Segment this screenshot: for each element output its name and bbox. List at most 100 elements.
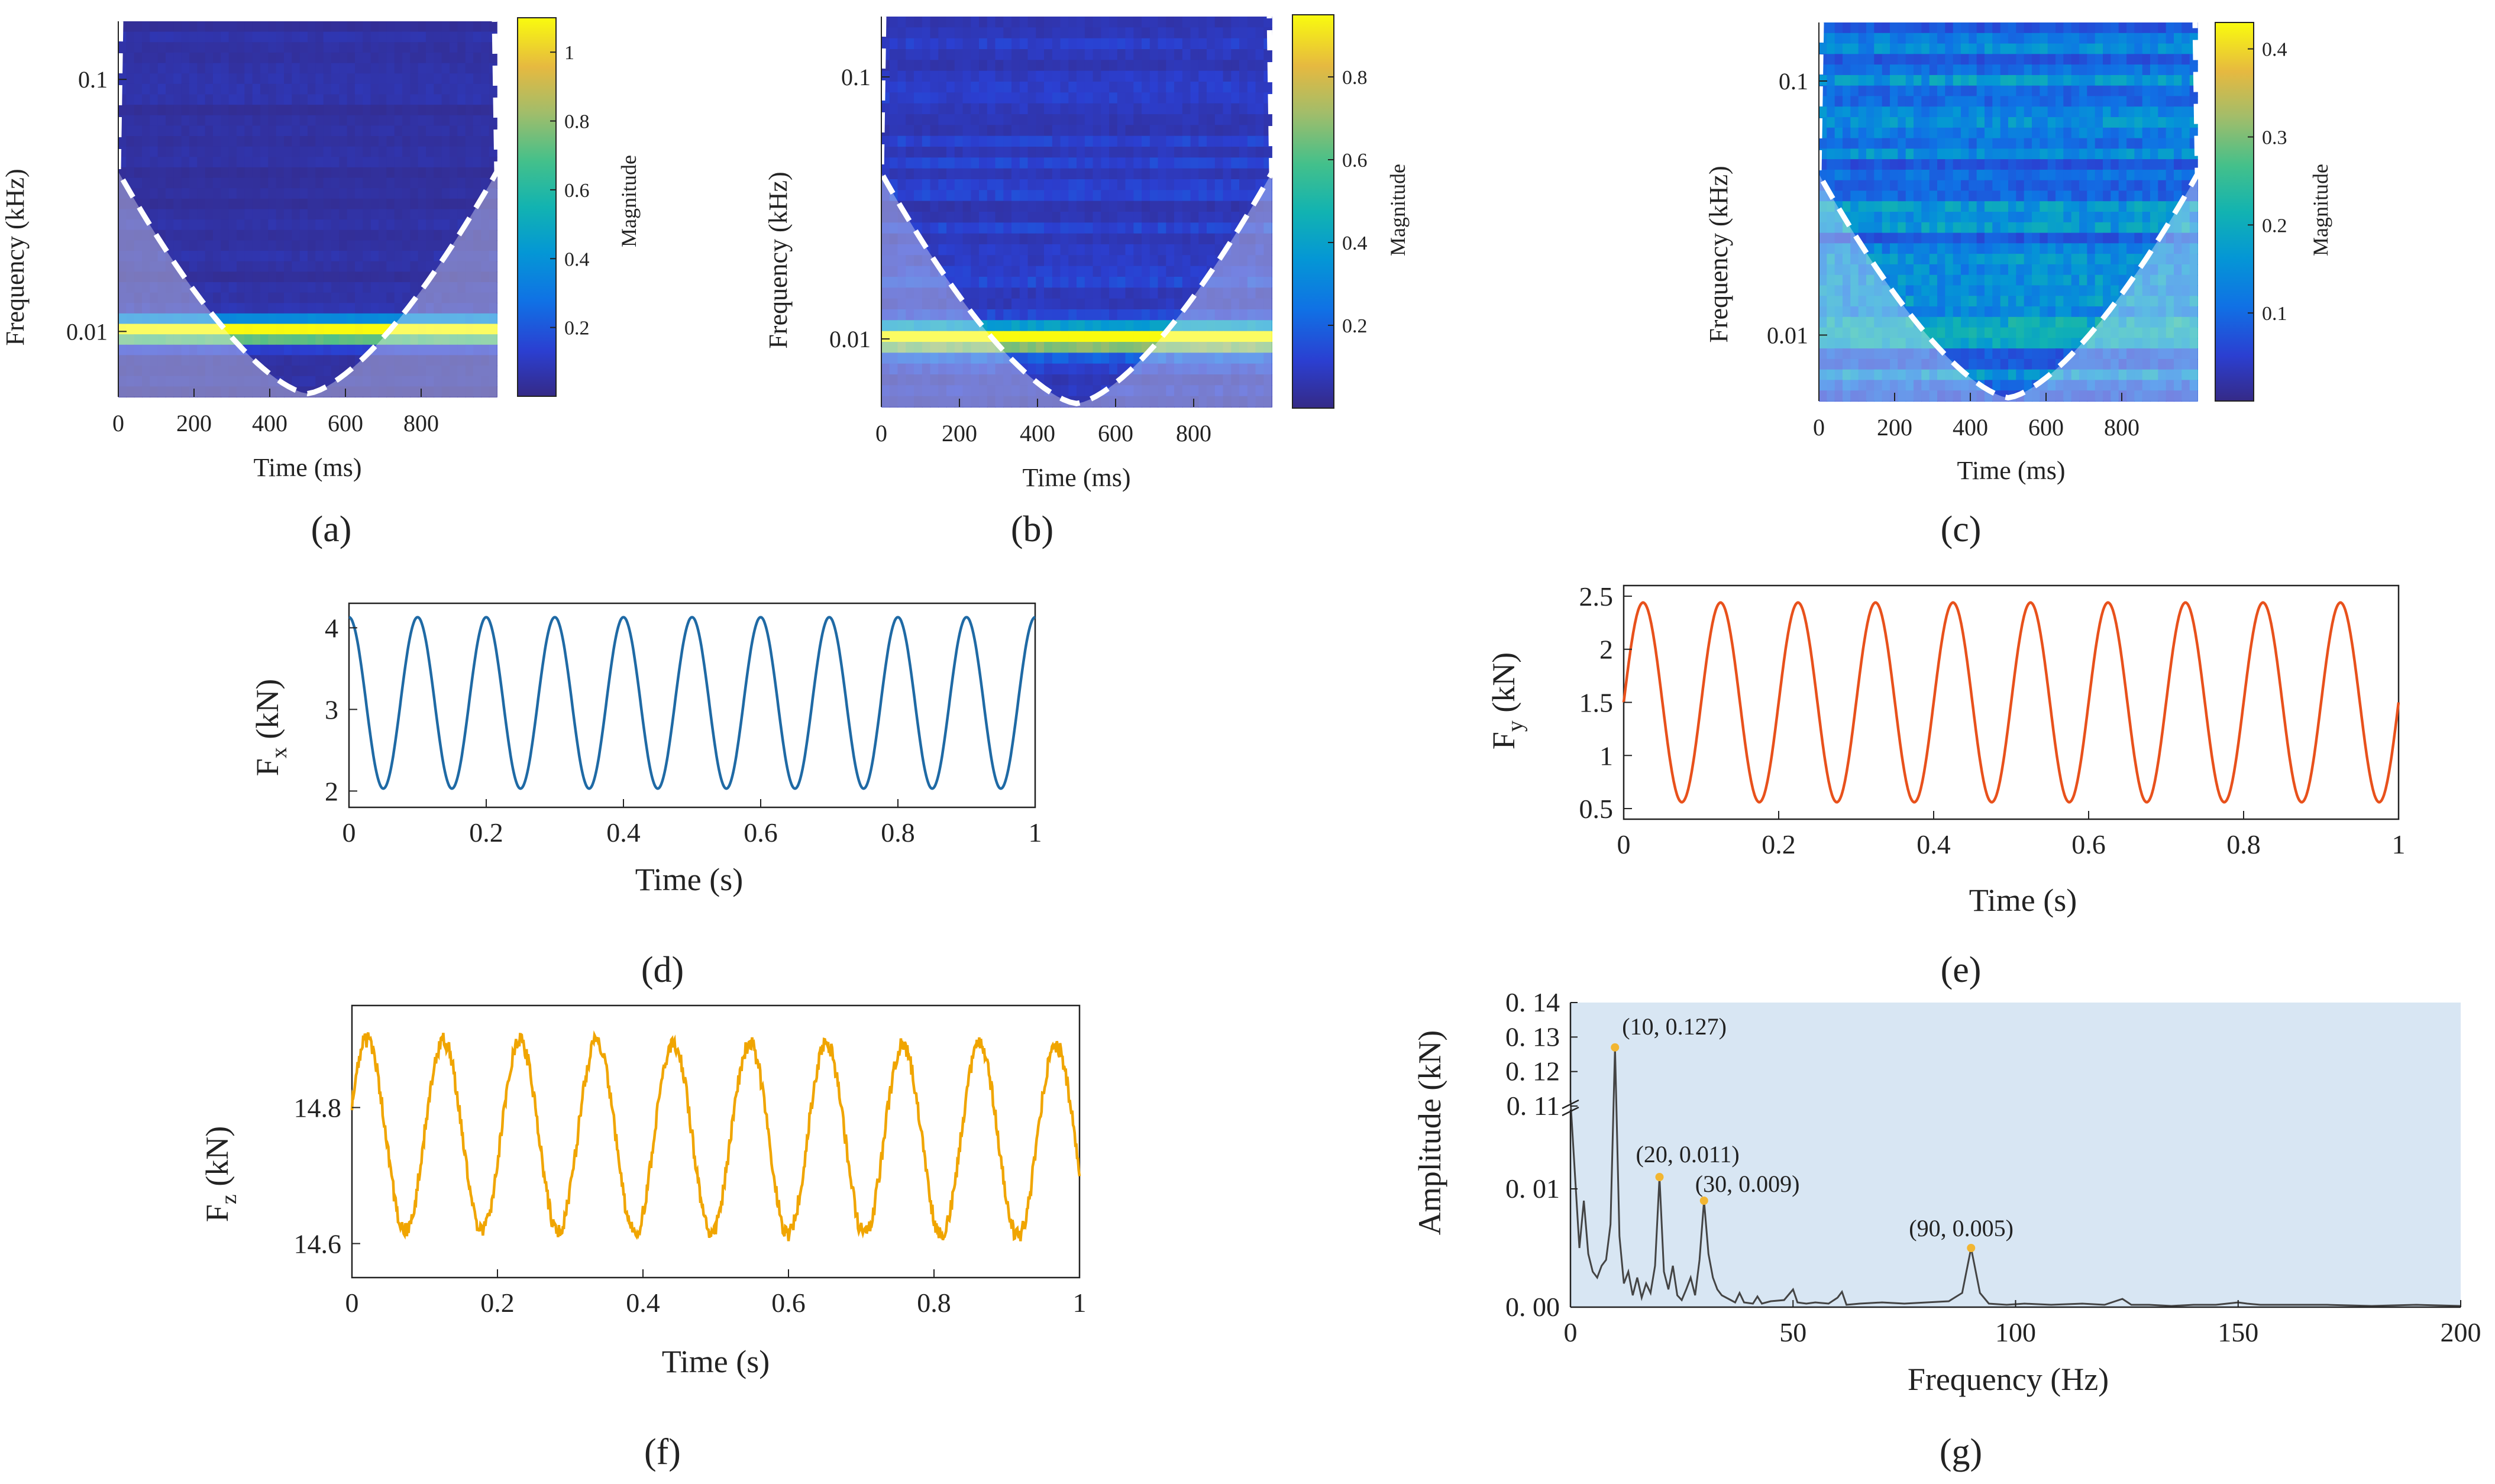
heatmap-cell: [2126, 232, 2135, 244]
heatmap-cell: [315, 83, 324, 95]
heatmap-cell: [2047, 85, 2056, 97]
heatmap-cell: [457, 271, 466, 283]
heatmap-cell: [331, 42, 340, 53]
heatmap-cell: [1223, 92, 1232, 104]
heatmap-cell: [379, 229, 387, 241]
heatmap-cell: [1077, 190, 1085, 202]
heatmap-cell: [938, 179, 947, 191]
heatmap-cell: [489, 240, 497, 251]
heatmap-cell: [1101, 222, 1110, 234]
heatmap-cell: [1190, 212, 1200, 224]
heatmap-cell: [2024, 117, 2032, 128]
heatmap-cell: [205, 83, 214, 95]
heatmap-cell: [181, 376, 190, 387]
heatmap-cell: [1937, 316, 1946, 328]
heatmap-cell: [1068, 353, 1077, 364]
heatmap-cell: [1953, 285, 1961, 296]
heatmap-cell: [1077, 277, 1085, 289]
heatmap-cell: [2174, 64, 2183, 76]
heatmap-cell: [1027, 103, 1037, 115]
heatmap-cell: [1255, 309, 1265, 321]
heatmap-cell: [426, 386, 435, 397]
heatmap-cell: [1247, 17, 1256, 28]
heatmap-cell: [1929, 106, 1938, 118]
heatmap-cell: [292, 42, 300, 53]
heatmap-cell: [157, 115, 166, 127]
heatmap-cell: [897, 244, 907, 256]
heatmap-cell: [1125, 277, 1135, 289]
heatmap-cell: [2079, 138, 2088, 150]
heatmap-cell: [2118, 75, 2127, 86]
heatmap-cell: [126, 303, 135, 314]
heatmap-cell: [1174, 212, 1183, 224]
heatmap-cell: [441, 386, 450, 397]
heatmap-cell: [1223, 147, 1232, 159]
heatmap-cell: [1182, 385, 1191, 397]
heatmap-cell: [1214, 201, 1224, 212]
heatmap-cell: [268, 313, 277, 325]
heatmap-cell: [1992, 96, 2001, 107]
heatmap-cell: [2150, 33, 2159, 44]
heatmap-cell: [379, 188, 387, 199]
heatmap-cell: [2158, 117, 2167, 128]
heatmap-cell: [1166, 201, 1175, 212]
heatmap-cell: [1239, 125, 1248, 137]
heatmap-cell: [906, 27, 914, 39]
heatmap-cell: [1992, 190, 2001, 202]
heatmap-cell: [1976, 85, 1985, 97]
heatmap-cell: [173, 83, 182, 95]
heatmap-cell: [1961, 306, 1970, 318]
heatmap-cell: [441, 313, 450, 325]
heatmap-cell: [987, 157, 996, 169]
heatmap-cell: [2056, 264, 2064, 276]
heatmap-cell: [1819, 254, 1828, 265]
heatmap-cell: [434, 251, 442, 262]
heatmap-cell: [244, 219, 253, 231]
heatmap-cell: [1125, 385, 1135, 397]
heatmap-cell: [1044, 353, 1053, 364]
heatmap-cell: [197, 146, 206, 158]
heatmap-cell: [1198, 266, 1207, 277]
heatmap-cell: [1874, 22, 1883, 34]
heatmap-cell: [2079, 243, 2088, 254]
heatmap-cell: [1843, 232, 1851, 244]
heatmap-cell: [1109, 353, 1118, 364]
heatmap-cell: [1223, 222, 1232, 234]
heatmap-cell: [308, 157, 316, 168]
heatmap-cell: [2150, 327, 2159, 339]
heatmap-cell: [1223, 49, 1232, 61]
heatmap-cell: [962, 17, 972, 28]
heatmap-cell: [292, 63, 300, 74]
heatmap-cell: [1937, 148, 1946, 160]
heatmap-cell: [1905, 274, 1914, 286]
heatmap-cell: [1929, 96, 1938, 107]
heatmap-cell: [2150, 64, 2159, 76]
heatmap-cell: [347, 240, 355, 251]
heatmap-cell: [2056, 43, 2064, 55]
heatmap-cell: [1068, 103, 1077, 115]
heatmap-cell: [2181, 54, 2190, 65]
heatmap-cell: [1866, 232, 1875, 244]
heatmap-cell: [386, 146, 395, 158]
heatmap-cell: [473, 344, 482, 356]
heatmap-cell: [1858, 54, 1867, 65]
heatmap-cell: [1827, 274, 1835, 286]
heatmap-cell: [1834, 316, 1843, 328]
heatmap-cell: [1961, 54, 1970, 65]
heatmap-cell: [938, 114, 947, 126]
heatmap-cell: [1961, 117, 1970, 128]
heatmap-cell: [386, 219, 395, 231]
heatmap-cell: [1101, 27, 1110, 39]
heatmap-cell: [1255, 114, 1265, 126]
heatmap-cell: [1125, 212, 1135, 224]
heatmap-cell: [987, 114, 996, 126]
heatmap-cell: [2063, 212, 2072, 223]
heatmap-cell: [995, 396, 1004, 408]
heatmap-cell: [1921, 296, 1930, 307]
heatmap-cell: [1850, 148, 1859, 160]
heatmap-cell: [237, 366, 245, 377]
heatmap-cell: [889, 396, 899, 408]
heatmap-cell: [979, 70, 988, 82]
heatmap-cell: [1077, 82, 1085, 93]
heatmap-cell: [142, 355, 151, 366]
